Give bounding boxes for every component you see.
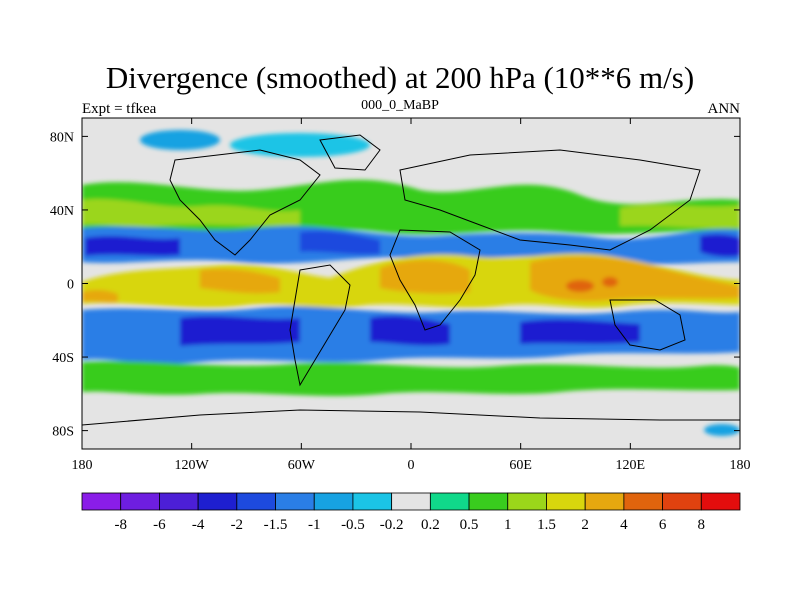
- coastline-greenland: [319, 134, 381, 171]
- y-tick-label: 40N: [50, 204, 74, 219]
- colorbar-swatch: [391, 492, 431, 511]
- colorbar-swatch: [352, 492, 393, 511]
- x-tick-label: 60E: [509, 458, 532, 473]
- x-tick-label: 120E: [616, 458, 646, 473]
- coastline-north-america: [169, 149, 321, 256]
- convergence-south-core-pacific: [180, 316, 300, 346]
- colorbar-swatch: [313, 492, 354, 511]
- coastline-antarctica: [82, 409, 740, 426]
- divergence-peak-indonesia: [566, 280, 594, 292]
- divergence-north-positive-core: [82, 198, 300, 227]
- divergence-equatorial-core-pacific: [200, 268, 280, 294]
- colorbar-label: -0.2: [380, 517, 404, 533]
- colorbar-swatch: [623, 492, 663, 511]
- colorbar-label: 1.5: [537, 517, 556, 533]
- divergence-field: [82, 118, 740, 449]
- y-tick-label: 80S: [52, 425, 74, 440]
- axis-labels: 180 120W 60W 0 60E 120E 180 80N 40N 0 40S 80S: [50, 130, 751, 473]
- x-tick-label: 120W: [175, 458, 210, 473]
- colorbar-swatch: [275, 492, 315, 511]
- colorbar-swatch: [429, 492, 470, 511]
- colorbar-label: -4: [192, 517, 205, 533]
- coastlines: [82, 134, 740, 426]
- colorbar-swatch: [546, 492, 586, 511]
- y-tick-label: 40S: [52, 351, 74, 366]
- divergence-south-positive-band: [82, 361, 740, 396]
- divergence-north-positive-core-east: [620, 204, 740, 229]
- chart-title: Divergence (smoothed) at 200 hPa (10**6 …: [105, 60, 695, 95]
- convergence-north-core-central: [300, 230, 380, 255]
- y-tick-label: 80N: [50, 130, 74, 145]
- divergence-peak-maritime: [602, 277, 618, 287]
- coastline-australia: [609, 299, 686, 351]
- convergence-south-core-indian: [520, 319, 640, 344]
- colorbar-label: 2: [581, 517, 589, 533]
- colorbar-swatch: [507, 492, 547, 511]
- colorbar-label: -1: [308, 517, 321, 533]
- convergence-south-core-atlantic: [370, 315, 450, 346]
- divergence-equatorial-core-west: [82, 289, 118, 303]
- experiment-label: Expt = tfkea: [82, 101, 157, 117]
- time-label: 000_0_MaBP: [361, 98, 439, 113]
- divergence-patch-antarctic: [704, 424, 740, 436]
- x-tick-label: 180: [730, 458, 751, 473]
- colorbar-swatch: [584, 492, 625, 511]
- coastline-eurasia: [399, 149, 701, 251]
- colorbar-label: 1: [504, 517, 512, 533]
- colorbar-swatch: [236, 492, 276, 511]
- colorbar-label: 6: [659, 517, 667, 533]
- colorbar-label: 8: [698, 517, 706, 533]
- colorbar-label: 0.2: [421, 517, 440, 533]
- convergence-north-core-west: [85, 236, 180, 256]
- colorbar-label: -1.5: [264, 517, 288, 533]
- colorbar-swatch: [468, 492, 509, 511]
- colorbar-label: -0.5: [341, 517, 365, 533]
- x-tick-label: 0: [408, 458, 415, 473]
- colorbar-label: 4: [620, 517, 628, 533]
- colorbar-swatch: [81, 492, 122, 511]
- colorbar-label: -8: [114, 517, 127, 533]
- x-tick-label: 180: [72, 458, 93, 473]
- colorbar-swatch: [120, 492, 160, 511]
- convergence-north-core-east: [700, 234, 740, 257]
- colorbar-label: -2: [231, 517, 244, 533]
- convergence-patch-arctic-west: [140, 130, 220, 150]
- colorbar-swatch: [197, 492, 238, 511]
- axis-ticks: [81, 118, 741, 449]
- season-label: ANN: [707, 101, 741, 117]
- colorbar-swatch: [662, 492, 702, 511]
- colorbar-swatch: [159, 492, 199, 511]
- y-tick-label: 0: [67, 278, 74, 293]
- colorbar-label: -6: [153, 517, 166, 533]
- colorbar-label: 0.5: [460, 517, 479, 533]
- colorbar-swatch: [700, 492, 741, 511]
- colorbar: -8 -6 -4 -2 -1.5 -1 -0.5 -0.2 0.2 0.5 1 1.5 2 4 6 8: [81, 492, 741, 533]
- coastline-africa: [389, 229, 481, 331]
- coastline-south-america: [289, 264, 351, 387]
- divergence-equatorial-core-atlantic: [380, 259, 470, 294]
- x-tick-label: 60W: [288, 458, 316, 473]
